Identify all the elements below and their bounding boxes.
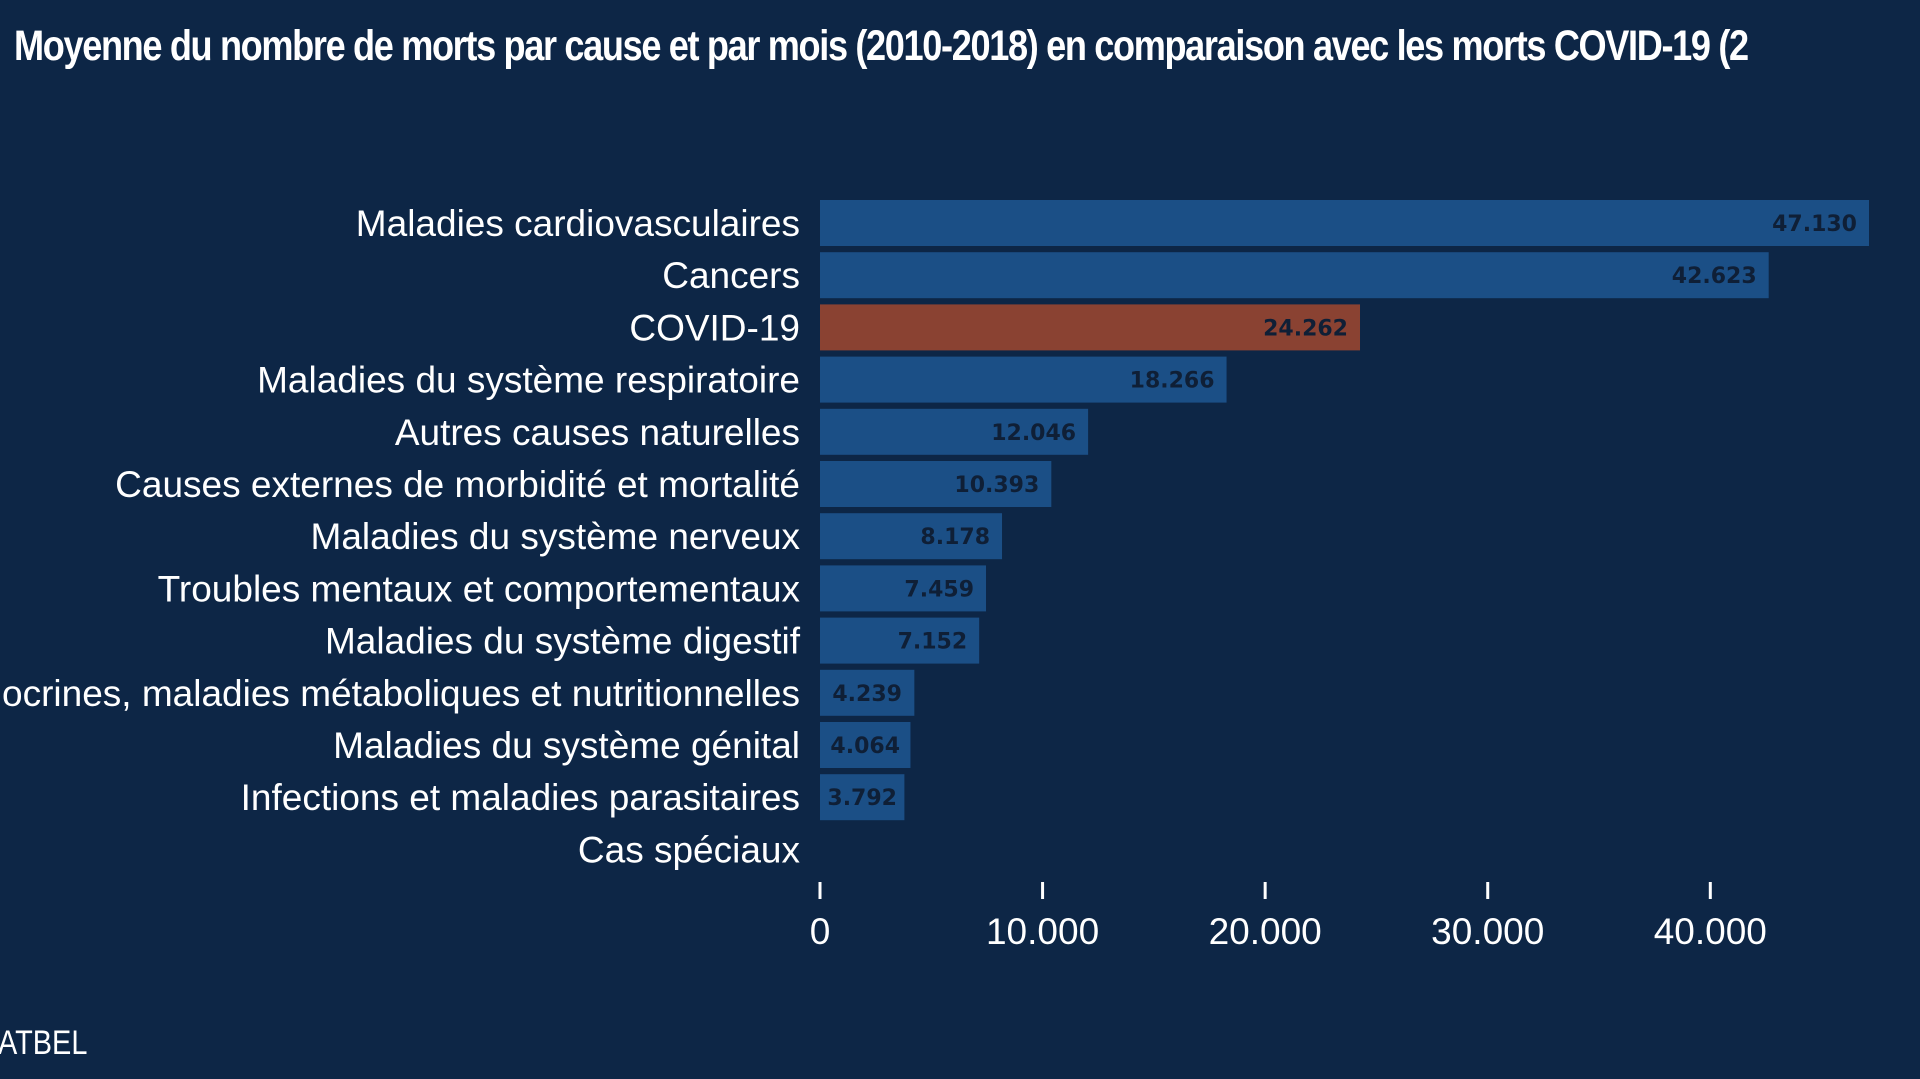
bar <box>820 669 915 716</box>
bar-highlight <box>820 304 1361 351</box>
value-label: 3.792 <box>827 786 897 811</box>
bar <box>820 252 1769 299</box>
value-label: 4.239 <box>832 682 902 707</box>
value-label: 24.262 <box>1263 316 1348 341</box>
value-label: 7.459 <box>904 577 974 602</box>
bar <box>820 565 987 612</box>
category-label: COVID-19 <box>629 307 800 348</box>
category-label: Cas spéciaux <box>578 829 801 870</box>
bar <box>820 774 905 821</box>
bar <box>820 617 980 664</box>
value-label: 42.623 <box>1672 264 1757 289</box>
value-label: 12.046 <box>991 421 1076 446</box>
category-label: Maladies du système digestif <box>325 621 801 662</box>
value-label: 18.266 <box>1130 369 1215 394</box>
category-label: Maladies du système nerveux <box>311 516 801 557</box>
chart-title: Moyenne du nombre de morts par cause et … <box>14 22 1749 70</box>
value-label: 10.393 <box>954 473 1039 498</box>
value-label: 8.178 <box>920 525 990 550</box>
category-label: Endocrines, maladies métaboliques et nut… <box>0 673 800 714</box>
x-tick-label: 10.000 <box>986 911 1099 952</box>
value-label: 47.130 <box>1772 212 1857 237</box>
category-label: Infections et maladies parasitaires <box>241 777 800 818</box>
category-label: Autres causes naturelles <box>395 412 800 453</box>
value-label: 4.064 <box>830 734 900 759</box>
value-label: 7.152 <box>898 630 968 655</box>
bar <box>820 722 911 768</box>
category-label: Causes externes de morbidité et mortalit… <box>115 464 800 505</box>
x-tick-label: 0 <box>810 911 831 952</box>
x-tick-label: 20.000 <box>1209 911 1322 952</box>
bar <box>820 408 1089 455</box>
category-label: Cancers <box>662 255 800 296</box>
x-tick-label: 40.000 <box>1654 911 1767 952</box>
category-label: Troubles mentaux et comportementaux <box>158 568 801 609</box>
category-label: Maladies du système génital <box>333 725 800 766</box>
bar <box>820 513 1003 560</box>
x-tick-label: 30.000 <box>1431 911 1544 952</box>
category-label: Maladies du système respiratoire <box>257 360 800 401</box>
bar <box>820 200 1869 246</box>
bar <box>820 356 1227 403</box>
source-credit: ATBEL <box>0 1024 88 1062</box>
bar <box>820 461 1052 507</box>
category-label: Maladies cardiovasculaires <box>356 203 800 244</box>
